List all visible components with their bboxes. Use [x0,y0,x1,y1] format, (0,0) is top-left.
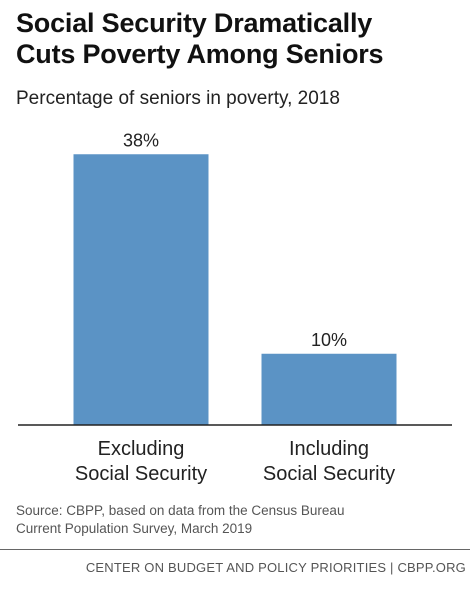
bar-chart: 38% Excluding Social Security 10% Including S… [18,130,452,485]
category-label-0-1: Social Security [75,463,207,485]
category-label-1-0: Including [289,438,369,460]
category-label-1-1: Social Security [263,463,395,485]
chart-title-line1: Social Security Dramatically [16,8,373,38]
value-label-1: 10% [311,330,347,350]
category-label-0-0: Excluding [98,438,185,460]
value-label-0: 38% [123,130,159,150]
bar-0 [73,154,209,425]
footer-credit: CENTER ON BUDGET AND POLICY PRIORITIES |… [85,560,466,575]
chart-title: Social Security Dramatically Cuts Povert… [16,8,461,70]
source-line1: Source: CBPP, based on data from the Cen… [16,503,345,518]
source-note: Source: CBPP, based on data from the Cen… [16,502,456,538]
chart-subtitle: Percentage of seniors in poverty, 2018 [16,88,340,109]
source-line2: Current Population Survey, March 2019 [16,521,253,536]
chart-title-line2: Cuts Poverty Among Seniors [16,39,384,69]
bar-1 [261,353,397,425]
footer-divider [0,549,470,550]
